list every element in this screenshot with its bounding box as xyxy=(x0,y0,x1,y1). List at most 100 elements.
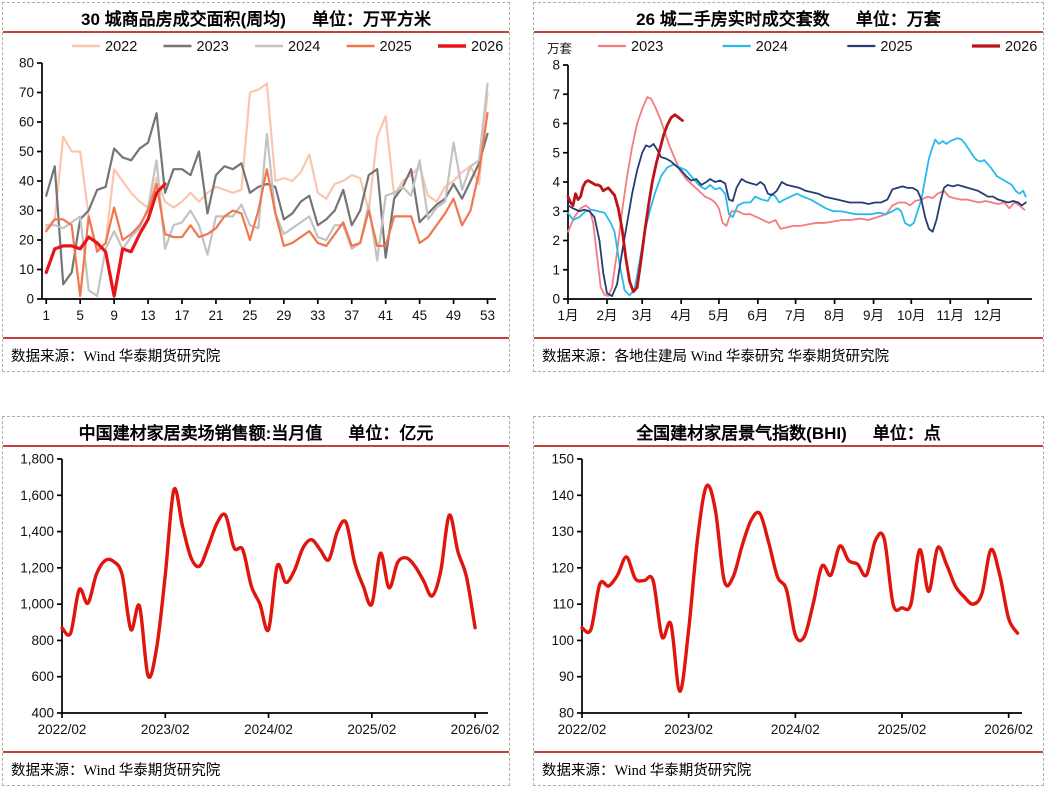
x-tick-label: 29 xyxy=(276,308,291,323)
series-2026-line xyxy=(44,182,167,298)
legend-label: 2024 xyxy=(755,39,787,55)
x-tick-label: 2023/02 xyxy=(664,722,713,737)
panel-title-bhi: 全国建材家居景气指数(BHI) 单位：点 xyxy=(534,417,1043,447)
y-tick-label: 600 xyxy=(31,669,54,684)
legend-label: 2023 xyxy=(631,39,663,55)
chart-bhi-index: 80 90 100 110 120 130 140 150 2022/02 2023/02 2024… xyxy=(534,447,1043,751)
y-tick-label: 1,400 xyxy=(20,524,54,539)
panel-title-bm-sales: 中国建材家居卖场销售额:当月值 单位：亿元 xyxy=(3,417,509,447)
chart-unit-label: 单位：亿元 xyxy=(348,423,434,443)
y-tick-label: 80 xyxy=(558,706,573,721)
panel-title-30city: 30 城商品房成交面积(周均) 单位：万平方米 xyxy=(3,3,509,33)
y-tick-label: 800 xyxy=(31,633,54,648)
panel-title-26city: 26 城二手房实时成交套数 单位：万套 xyxy=(534,3,1043,33)
y-tick-label: 130 xyxy=(551,524,574,539)
legend-item-2024: 2024 xyxy=(722,39,787,55)
x-tick-label: 2026/02 xyxy=(451,722,500,737)
x-tick-label: 9月 xyxy=(863,308,884,323)
legend-item-2024: 2024 xyxy=(255,39,320,55)
y-tick-label: 400 xyxy=(31,706,54,721)
legend-label: 2022 xyxy=(105,39,137,55)
legend-label: 2025 xyxy=(380,39,412,55)
legend-item-2026: 2026 xyxy=(438,39,503,55)
y-tick-label: 50 xyxy=(19,144,34,159)
x-tick-label: 2026/02 xyxy=(984,722,1033,737)
chart-unit-label: 单位：点 xyxy=(872,423,941,443)
y-tick-label: 1,200 xyxy=(20,560,54,575)
legend-item-2023: 2023 xyxy=(163,39,229,55)
x-tick-label: 2024/02 xyxy=(770,722,819,737)
x-tick-label: 41 xyxy=(378,308,393,323)
chart-title: 全国建材家居景气指数(BHI) xyxy=(636,423,847,443)
legend-item-2022: 2022 xyxy=(72,39,137,55)
y-tick-label: 40 xyxy=(19,174,34,189)
x-tick-label: 25 xyxy=(242,308,257,323)
y-tick-label: 30 xyxy=(19,203,34,218)
series-2026-line xyxy=(566,113,684,294)
x-tick-label: 49 xyxy=(446,308,461,323)
y-tick-label: 100 xyxy=(551,633,574,648)
series-2024-line xyxy=(45,82,489,298)
panel-26city-secondhand: 26 城二手房实时成交套数 单位：万套 0 1 2 3 4 5 6 7 8 1月 2月 3月 4月 5月 6… xyxy=(533,2,1044,372)
y-tick-label: 120 xyxy=(551,560,574,575)
legend-item-2026: 2026 xyxy=(971,39,1037,55)
line-chart-svg: 0 10 20 30 40 50 60 70 80 1 5 9 13 17 21 25 29 33 37 41 45 49… xyxy=(19,39,503,323)
x-tick-label: 17 xyxy=(175,308,190,323)
y-axis-title: 万套 xyxy=(546,41,572,56)
axes xyxy=(562,64,1032,304)
x-tick-label: 3月 xyxy=(631,308,652,323)
series-2023-line xyxy=(566,96,1025,297)
y-tick-label: 5 xyxy=(552,145,560,160)
y-tick-label: 7 xyxy=(552,87,560,102)
x-tick-label: 2025/02 xyxy=(347,722,396,737)
x-tick-label: 12月 xyxy=(973,308,1002,323)
series-2025-line xyxy=(45,112,489,298)
y-tick-label: 4 xyxy=(552,175,560,190)
x-tick-label: 1月 xyxy=(557,308,578,323)
x-tick-label: 7月 xyxy=(785,308,806,323)
legend-item-2025: 2025 xyxy=(846,39,912,55)
y-tick-label: 0 xyxy=(26,292,34,307)
series-BHI-line xyxy=(579,483,1019,693)
chart-title: 中国建材家居卖场销售额:当月值 xyxy=(78,423,323,443)
y-tick-label: 3 xyxy=(552,204,560,219)
data-source: 数据来源：Wind 华泰期货研究院 xyxy=(3,751,509,785)
x-tick-label: 2023/02 xyxy=(141,722,190,737)
legend-label: 2025 xyxy=(880,39,912,55)
y-tick-label: 60 xyxy=(19,115,34,130)
panel-bhi-index: 全国建材家居景气指数(BHI) 单位：点 80 90 100 110 120 130 140… xyxy=(533,416,1044,786)
chart-building-material-sales: 400 600 800 1,000 1,200 1,400 1,600 1,800 2022/0… xyxy=(3,447,509,751)
x-tick-label: 2月 xyxy=(596,308,617,323)
chart-30city-sales-area: 0 10 20 30 40 50 60 70 80 1 5 9 13 17 21 25 29 33 37 41 45 49… xyxy=(3,33,509,337)
x-tick-label: 4月 xyxy=(670,308,691,323)
x-tick-label: 33 xyxy=(310,308,325,323)
line-chart-svg: 0 1 2 3 4 5 6 7 8 1月 2月 3月 4月 5月 6月 7月 8月 9月 10月 11月 12月 万套 20… xyxy=(546,39,1037,323)
series-2022-line xyxy=(45,82,489,250)
x-tick-label: 37 xyxy=(344,308,359,323)
y-tick-label: 1 xyxy=(552,262,560,277)
panel-building-material-sales: 中国建材家居卖场销售额:当月值 单位：亿元 400 600 800 1,000 1,20… xyxy=(2,416,510,786)
y-tick-label: 2 xyxy=(552,233,560,248)
series-2024-line xyxy=(566,137,1027,297)
chart-unit-label: 单位：万套 xyxy=(855,9,941,29)
legend-label: 2026 xyxy=(471,39,503,55)
legend-item-2025: 2025 xyxy=(346,39,412,55)
x-tick-label: 9 xyxy=(110,308,118,323)
data-source: 数据来源：各地住建局 Wind 华泰研究 华泰期货研究院 xyxy=(534,337,1043,371)
legend-item-2023: 2023 xyxy=(597,39,663,55)
y-tick-label: 70 xyxy=(19,85,34,100)
x-tick-label: 1 xyxy=(42,308,50,323)
x-tick-label: 5 xyxy=(76,308,84,323)
x-tick-label: 8月 xyxy=(824,308,845,323)
y-tick-label: 80 xyxy=(19,56,34,71)
x-tick-label: 6月 xyxy=(747,308,768,323)
axes xyxy=(576,458,1022,718)
legend-label: 2026 xyxy=(1005,39,1037,55)
y-tick-label: 110 xyxy=(552,597,574,612)
series-2025-line xyxy=(566,143,1027,297)
y-tick-label: 1,000 xyxy=(20,597,54,612)
x-tick-label: 53 xyxy=(480,308,495,323)
y-tick-label: 8 xyxy=(552,58,560,73)
y-tick-label: 20 xyxy=(19,233,34,248)
